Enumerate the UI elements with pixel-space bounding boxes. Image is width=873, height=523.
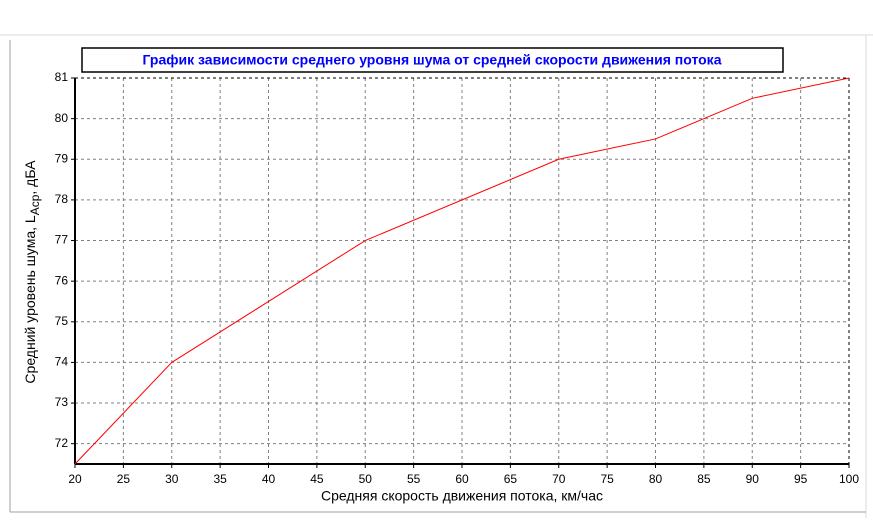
x-tick-label: 45 xyxy=(310,472,324,486)
y-tick-label: 77 xyxy=(55,233,69,247)
x-tick-label: 60 xyxy=(455,472,469,486)
y-tick-label: 76 xyxy=(55,273,69,287)
y-label-main: Средний уровень шума, L xyxy=(22,215,38,383)
y-tick-label: 75 xyxy=(55,314,69,328)
y-tick-label: 72 xyxy=(55,436,69,450)
x-tick-label: 50 xyxy=(359,472,373,486)
x-tick-label: 40 xyxy=(262,472,276,486)
x-tick-label: 100 xyxy=(839,472,859,486)
x-tick-label: 80 xyxy=(649,472,663,486)
x-tick-label: 70 xyxy=(552,472,566,486)
y-tick-label: 73 xyxy=(55,395,69,409)
x-tick-label: 85 xyxy=(697,472,711,486)
data-line xyxy=(74,77,850,465)
x-tick-label: 95 xyxy=(794,472,808,486)
y-tick-label: 78 xyxy=(55,192,69,206)
y-axis-label: Средний уровень шума, LAср, дБА xyxy=(22,160,42,384)
x-axis-label: Средняя скорость движения потока, км/час xyxy=(321,488,603,504)
y-tick-label: 81 xyxy=(55,70,69,84)
x-tick-label: 25 xyxy=(117,472,131,486)
title-box xyxy=(81,47,784,73)
x-tick-label: 65 xyxy=(504,472,518,486)
x-tick-label: 55 xyxy=(407,472,421,486)
y-label-tail: , дБА xyxy=(22,160,38,195)
y-tick-label: 79 xyxy=(55,151,69,165)
chart-title: График зависимости среднего уровня шума … xyxy=(143,52,722,68)
y-label-sub: Aср xyxy=(28,194,42,215)
x-tick-label: 20 xyxy=(68,472,82,486)
y-tick-label: 80 xyxy=(55,111,69,125)
x-tick-label: 90 xyxy=(746,472,760,486)
x-tick-label: 30 xyxy=(165,472,179,486)
y-tick-label: 74 xyxy=(55,355,69,369)
x-tick-label: 35 xyxy=(213,472,227,486)
x-tick-label: 75 xyxy=(600,472,614,486)
